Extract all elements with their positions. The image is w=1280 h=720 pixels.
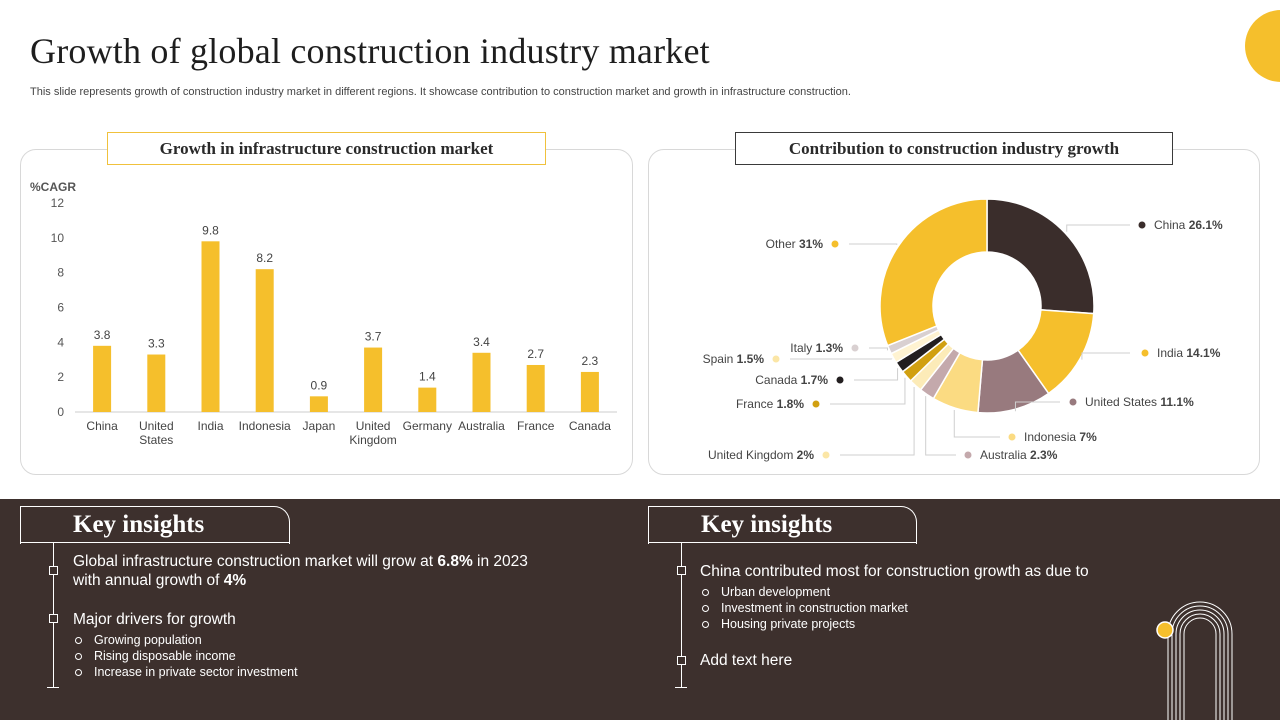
insights-band <box>0 499 1280 720</box>
insights-right-timeline <box>681 543 682 688</box>
key-insights-right-underline <box>648 542 917 543</box>
insight-placeholder: Add text here <box>700 652 793 669</box>
reasons-list: Urban development Investment in construc… <box>700 584 908 632</box>
bar-chart-panel <box>20 149 633 475</box>
list-item: Housing private projects <box>700 616 908 632</box>
timeline-marker <box>677 656 686 665</box>
timeline-marker <box>49 614 58 623</box>
corner-decoration-circle <box>1245 10 1280 82</box>
key-insights-left-heading: Key insights <box>20 506 290 544</box>
donut-chart-title: Contribution to construction industry gr… <box>735 132 1173 165</box>
timeline-marker <box>677 566 686 575</box>
key-insights-left-underline <box>20 542 290 543</box>
insight-growth-forecast: Global infrastructure construction marke… <box>73 553 528 589</box>
drivers-list: Growing population Rising disposable inc… <box>73 632 298 680</box>
list-item: Growing population <box>73 632 298 648</box>
list-item: Investment in construction market <box>700 600 908 616</box>
insight-drivers-heading: Major drivers for growth <box>73 611 236 628</box>
timeline-cap <box>47 687 59 688</box>
slide-subtitle: This slide represents growth of construc… <box>30 86 851 98</box>
list-item: Rising disposable income <box>73 648 298 664</box>
key-insights-right-heading: Key insights <box>648 506 917 544</box>
list-item: Urban development <box>700 584 908 600</box>
donut-chart-panel <box>648 149 1260 475</box>
slide-title: Growth of global construction industry m… <box>30 31 710 71</box>
arch-decoration <box>1156 601 1233 720</box>
bar-chart-title: Growth in infrastructure construction ma… <box>107 132 546 165</box>
timeline-marker <box>49 566 58 575</box>
list-item: Increase in private sector investment <box>73 664 298 680</box>
insight-china-contribution: China contributed most for construction … <box>700 563 1089 580</box>
timeline-cap <box>675 687 687 688</box>
